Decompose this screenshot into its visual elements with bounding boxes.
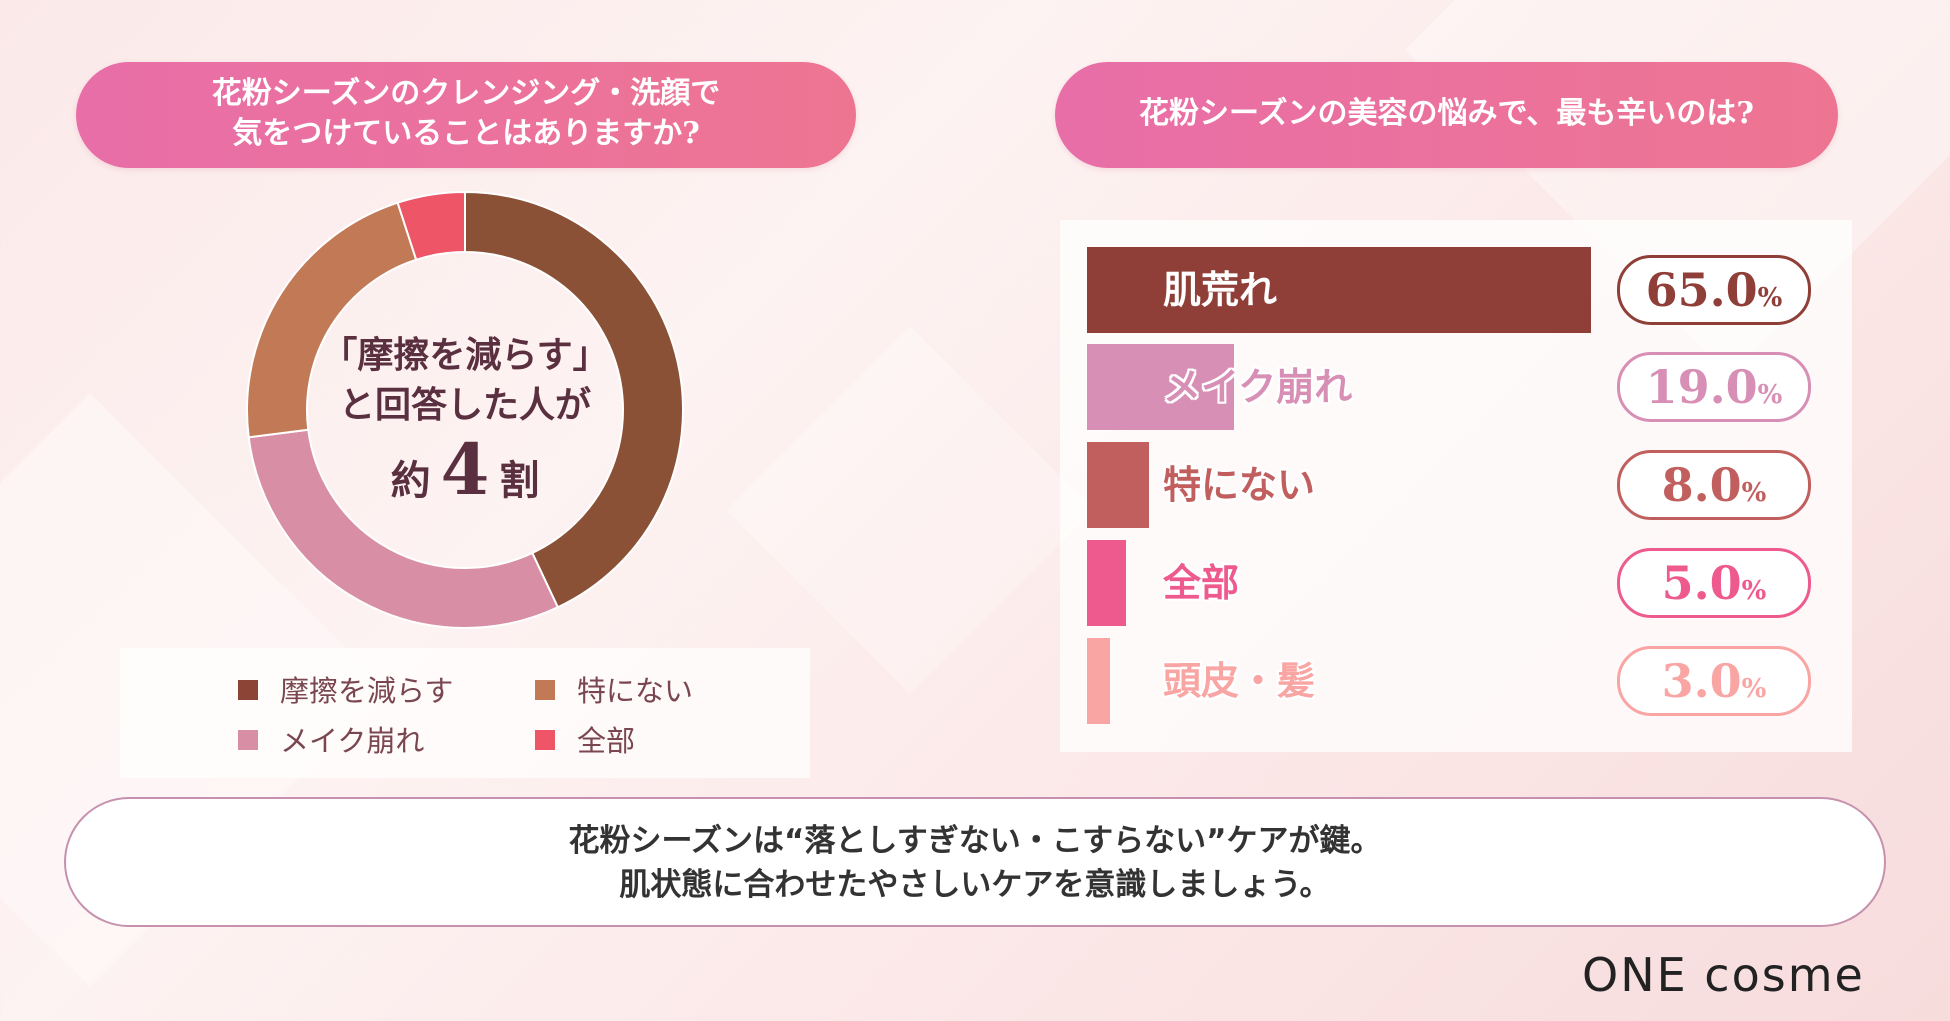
bar — [1087, 442, 1150, 528]
bar — [1087, 540, 1126, 626]
donut-title-line2: 気をつけていることはありますか? — [232, 116, 700, 151]
summary-message: 花粉シーズンは“落としすぎない・こすらない”ケアが鍵。 肌状態に合わせたやさしい… — [64, 797, 1886, 927]
bar-title-text: 花粉シーズンの美容の悩みで、最も辛いのは? — [1139, 96, 1754, 131]
bar-value-unit: % — [1741, 674, 1767, 704]
legend-item: メイク崩れ — [238, 718, 424, 760]
bar-value-label: 65.0% — [1617, 255, 1811, 325]
bg-decoration — [726, 326, 1094, 694]
bar-value-number: 5.0 — [1661, 556, 1742, 610]
legend-swatch — [238, 730, 258, 750]
center-prefix: 約 — [390, 457, 431, 504]
bar-value-unit: % — [1741, 478, 1767, 508]
bar-category-label: 頭皮・髪 — [1163, 658, 1316, 703]
bar — [1087, 344, 1235, 430]
bar-value-label: 5.0% — [1617, 548, 1811, 618]
bar-value-number: 65.0 — [1645, 263, 1758, 317]
legend-item: 特にない — [535, 668, 693, 710]
brand-logo: ONE cosme — [1582, 948, 1865, 1002]
center-suffix: 割 — [499, 457, 540, 504]
center-line1: 「摩擦を減らす」 — [321, 334, 609, 376]
legend-label: 摩擦を減らす — [280, 674, 454, 708]
bar-value-label: 19.0% — [1617, 352, 1811, 422]
bar — [1087, 247, 1591, 333]
legend-item: 摩擦を減らす — [238, 668, 453, 710]
summary-line1: 花粉シーズンは“落としすぎない・こすらない”ケアが鍵。 — [568, 823, 1382, 859]
donut-title: 花粉シーズンのクレンジング・洗顔で 気をつけていることはありますか? — [76, 62, 856, 168]
bar-value-unit: % — [1757, 283, 1783, 313]
legend-swatch — [238, 680, 258, 700]
bar-category-label: 肌荒れ — [1163, 267, 1278, 312]
bar-value-unit: % — [1741, 576, 1767, 606]
donut-title-line1: 花粉シーズンのクレンジング・洗顔で — [211, 76, 721, 111]
bar-value-label: 8.0% — [1617, 450, 1811, 520]
summary-line2: 肌状態に合わせたやさしいケアを意識しましょう。 — [619, 867, 1331, 903]
bar-value-unit: % — [1757, 380, 1783, 410]
donut-slice — [247, 428, 560, 629]
bar-category-label: 特にない — [1163, 462, 1316, 507]
center-big-number: 4 — [440, 428, 490, 511]
center-line2: と回答した人が — [338, 384, 591, 426]
bar-category-label: メイク崩れ — [1163, 364, 1353, 409]
donut-slice — [396, 190, 466, 261]
bar-title: 花粉シーズンの美容の悩みで、最も辛いのは? — [1055, 62, 1838, 168]
bar-value-number: 8.0 — [1661, 458, 1742, 512]
legend-swatch — [535, 680, 555, 700]
bar — [1087, 638, 1111, 724]
legend-label: メイク崩れ — [280, 724, 425, 758]
legend-label: 特にない — [577, 674, 694, 708]
donut-legend — [120, 648, 810, 778]
bar-value-number: 3.0 — [1661, 654, 1742, 708]
bar-value-label: 3.0% — [1617, 646, 1811, 716]
bar-category-label: 全部 — [1163, 560, 1240, 605]
donut-slice — [464, 190, 684, 609]
legend-swatch — [535, 730, 555, 750]
legend-item: 全部 — [535, 718, 635, 760]
bar-value-number: 19.0 — [1645, 360, 1758, 414]
legend-label: 全部 — [577, 724, 636, 758]
donut-chart — [246, 190, 684, 629]
